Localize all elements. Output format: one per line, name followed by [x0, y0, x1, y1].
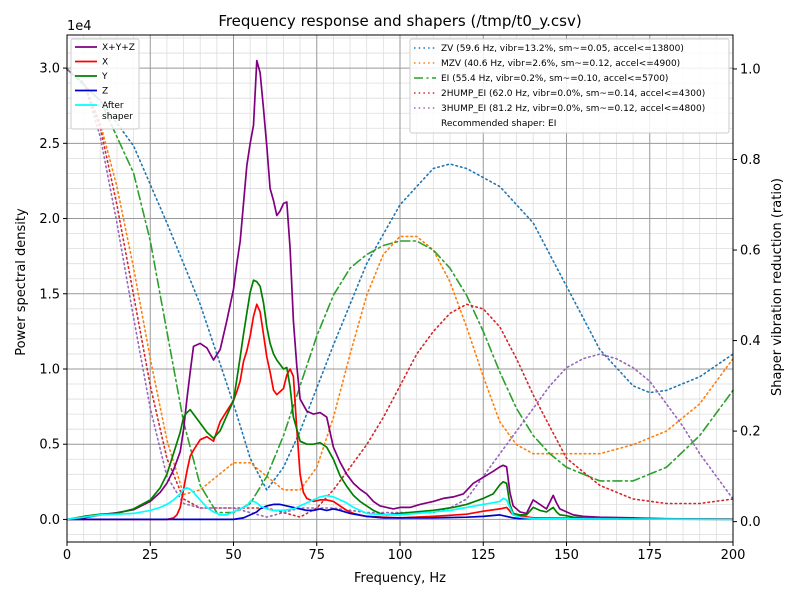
shaper-legend-label: ZV (59.6 Hz, vibr=13.2%, sm~=0.05, accel…	[441, 44, 684, 54]
y2-tick-label: 0.2	[740, 425, 761, 440]
shaper-line-zv	[66, 68, 734, 491]
x-tick-label: 150	[554, 548, 579, 563]
psd-line-z	[67, 503, 734, 521]
psd-line-y	[66, 279, 734, 521]
shaper-line-3hump-ei	[66, 68, 734, 518]
y-tick-label: 3.0	[39, 62, 60, 77]
shaper-legend-label: EI (55.4 Hz, vibr=0.2%, sm~=0.10, accel<…	[441, 74, 668, 84]
y-tick-label: 0.0	[39, 513, 60, 528]
y2-axis-label: Shaper vibration reduction (ratio)	[770, 178, 785, 396]
psd-legend-label: X	[102, 58, 108, 68]
psd-legend-label: X+Y+Z	[102, 43, 135, 53]
psd-legend-label: Y	[101, 72, 108, 82]
psd-line-after-shaper	[66, 486, 734, 521]
shaper-legend-box	[409, 38, 730, 134]
y2-tick-label: 1.0	[740, 62, 761, 77]
y-tick-label: 2.5	[39, 137, 60, 152]
shaper-curves	[66, 68, 734, 518]
psd-legend-label: After shaper	[102, 101, 133, 122]
y2-tick-label: 0.0	[740, 515, 761, 530]
x-tick-label: 75	[308, 548, 325, 563]
shaper-line-2hump-ei	[66, 68, 734, 518]
shaper-legend-label: 2HUMP_EI (62.0 Hz, vibr=0.0%, sm~=0.14, …	[441, 89, 705, 99]
x-tick-label: 100	[388, 548, 413, 563]
y2-axis-ticks: 0.0 0.2 0.4 0.6 0.8 1.0	[733, 62, 761, 530]
x-tick-label: 175	[637, 548, 662, 563]
y-axis-label: Power spectral density	[14, 208, 29, 356]
shaper-legend-label: MZV (40.6 Hz, vibr=2.6%, sm~=0.12, accel…	[441, 59, 680, 69]
shaper-legend-label: 3HUMP_EI (81.2 Hz, vibr=0.0%, sm~=0.12, …	[441, 104, 705, 114]
x-tick-label: 50	[225, 548, 242, 563]
x-tick-label: 200	[721, 548, 746, 563]
recommended-shaper-label: Recommended shaper: EI	[441, 119, 556, 129]
psd-line-x-y-z	[66, 59, 734, 521]
y2-tick-label: 0.8	[740, 153, 761, 168]
y-tick-label: 0.5	[39, 438, 60, 453]
x-tick-label: 0	[63, 548, 71, 563]
shaper-legend: ZV (59.6 Hz, vibr=13.2%, sm~=0.05, accel…	[409, 38, 730, 134]
y-axis-scale-label: 1e4	[67, 19, 92, 34]
psd-legend-label: Z	[102, 87, 108, 97]
chart-title: Frequency response and shapers (/tmp/t0_…	[218, 12, 581, 31]
psd-curves	[66, 59, 734, 521]
x-tick-label: 125	[471, 548, 496, 563]
shaper-line-ei	[66, 68, 734, 514]
psd-line-x	[67, 303, 734, 521]
psd-legend: X+Y+Z XYZ After shaper	[70, 38, 140, 130]
y2-tick-label: 0.6	[740, 244, 761, 259]
y-axis-ticks: 0.0 0.5 1.0 1.5 2.0 2.5 3.0	[39, 62, 67, 528]
y-tick-label: 2.0	[39, 212, 60, 227]
x-tick-label: 25	[142, 548, 159, 563]
y-tick-label: 1.5	[39, 287, 60, 302]
y-tick-label: 1.0	[39, 362, 60, 377]
y2-tick-label: 0.4	[740, 334, 761, 349]
shaper-line-mzv	[66, 68, 734, 496]
x-axis-label: Frequency, Hz	[354, 571, 446, 586]
x-axis-ticks: 0 25 50 75 100 125 150 175 200	[63, 542, 746, 563]
